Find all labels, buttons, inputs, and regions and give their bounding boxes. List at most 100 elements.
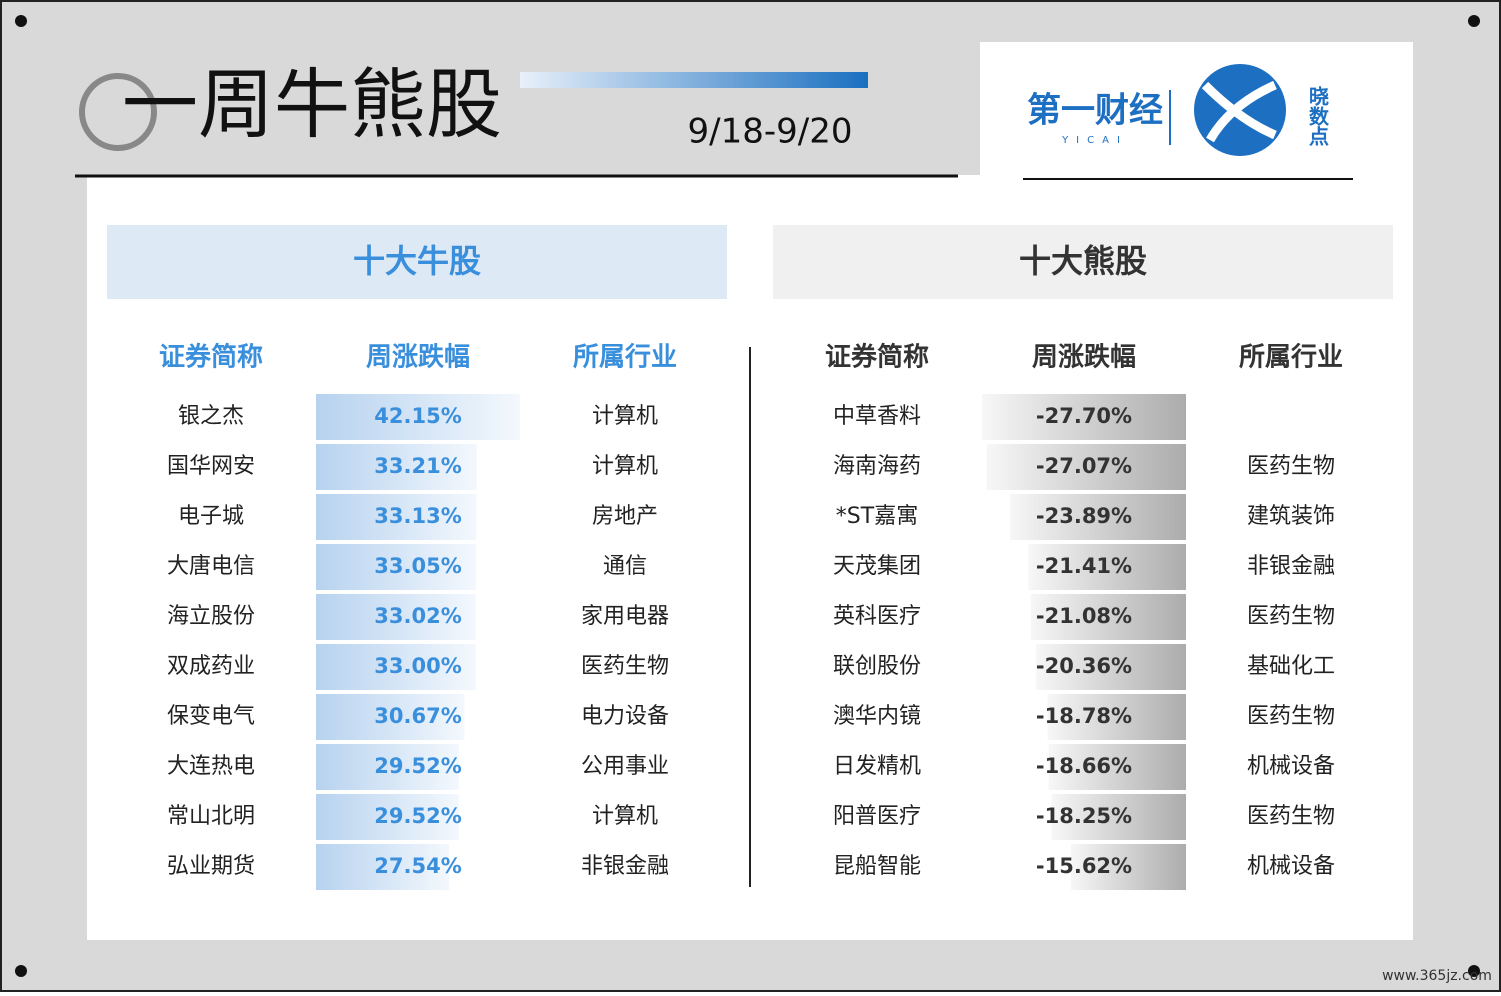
change-label: 33.05% <box>374 554 461 578</box>
column-header: 周涨跌幅 <box>366 343 470 373</box>
column-header: 所属行业 <box>1239 342 1343 373</box>
change-bar <box>1051 794 1186 840</box>
change-bar <box>1070 844 1186 890</box>
change-bar <box>1010 494 1186 540</box>
stock-name: 阳普医疗 <box>833 804 921 829</box>
logo-product: 晓数点 <box>1306 86 1330 147</box>
stock-name: 保变电气 <box>167 704 255 729</box>
industry: 医药生物 <box>1247 704 1335 729</box>
logo-x <box>1201 80 1277 143</box>
change-bar <box>316 844 450 890</box>
date: 9/18-9/20 <box>688 112 853 152</box>
change-bar <box>316 494 477 540</box>
industry: 电力设备 <box>581 704 669 729</box>
logo-brand: 第一财经 <box>1027 91 1163 131</box>
industry: 通信 <box>603 554 647 579</box>
change-bar <box>316 694 465 740</box>
column-header: 周涨跌幅 <box>1032 343 1136 373</box>
change-bar <box>316 644 476 690</box>
title: 一周牛熊股 <box>122 60 502 149</box>
change-label: -20.36% <box>1036 654 1132 678</box>
stock-name: 大连热电 <box>167 754 255 779</box>
change-label: -27.70% <box>1036 404 1132 428</box>
bull-header <box>107 225 727 299</box>
change-bar <box>1030 594 1186 640</box>
industry: 家用电器 <box>581 604 669 629</box>
change-label: 29.52% <box>374 804 461 828</box>
industry: 医药生物 <box>1247 804 1335 829</box>
change-label: 42.15% <box>374 404 461 428</box>
industry: 医药生物 <box>581 654 669 679</box>
change-label: 33.21% <box>374 454 461 478</box>
industry: 房地产 <box>592 504 658 529</box>
change-label: -18.66% <box>1036 754 1132 778</box>
title-accent <box>520 72 868 88</box>
change-label: 33.13% <box>374 504 461 528</box>
change-bar <box>986 444 1186 490</box>
stock-name: 电子城 <box>178 504 244 529</box>
stock-name: 澳华内镜 <box>833 704 921 729</box>
change-label: 29.52% <box>374 754 461 778</box>
change-label: 33.00% <box>374 654 461 678</box>
change-bar <box>1047 694 1186 740</box>
stock-name: 昆船智能 <box>833 854 921 879</box>
column-header: 证券简称 <box>159 342 263 373</box>
stock-name: 银之杰 <box>178 404 244 429</box>
title-icon <box>79 73 157 151</box>
column-header: 证券简称 <box>825 342 929 373</box>
stock-name: 日发精机 <box>833 754 921 779</box>
stock-name: 双成药业 <box>167 654 255 679</box>
change-bar <box>316 794 459 840</box>
industry: 非银金融 <box>1247 554 1335 579</box>
section-title: 十大牛股 <box>353 242 481 280</box>
stock-name: 联创股份 <box>833 654 921 679</box>
change-bar <box>316 594 476 640</box>
change-bar <box>1036 644 1186 690</box>
stock-name: 天茂集团 <box>833 554 921 579</box>
change-label: -18.25% <box>1036 804 1132 828</box>
change-bar <box>316 544 476 590</box>
bear-header <box>773 225 1393 299</box>
industry: 医药生物 <box>1247 604 1335 629</box>
change-bar <box>1048 744 1186 790</box>
change-label: -27.07% <box>1036 454 1132 478</box>
stock-name: 中草香料 <box>833 404 921 429</box>
corner-dots <box>15 15 1480 977</box>
column-header: 所属行业 <box>573 342 677 373</box>
stock-name: 大唐电信 <box>167 554 255 579</box>
change-label: -15.62% <box>1036 854 1132 878</box>
stock-name: 国华网安 <box>167 454 255 479</box>
industry: 计算机 <box>592 804 658 829</box>
stock-name: 弘业期货 <box>167 854 255 879</box>
industry: 非银金融 <box>581 854 669 879</box>
industry: 医药生物 <box>1247 454 1335 479</box>
change-bar <box>316 394 520 440</box>
industry: 计算机 <box>592 404 658 429</box>
industry: 建筑装饰 <box>1247 504 1335 529</box>
stock-name: 海南海药 <box>833 454 921 479</box>
change-label: -23.89% <box>1036 504 1132 528</box>
stock-name: 常山北明 <box>167 804 255 829</box>
industry: 机械设备 <box>1247 754 1335 779</box>
stock-name: *ST嘉寓 <box>836 504 918 529</box>
industry: 机械设备 <box>1247 854 1335 879</box>
change-label: 27.54% <box>374 854 461 878</box>
change-label: -21.41% <box>1036 554 1132 578</box>
change-label: 33.02% <box>374 604 461 628</box>
industry: 公用事业 <box>581 754 669 779</box>
change-label: -18.78% <box>1036 704 1132 728</box>
change-label: 30.67% <box>374 704 461 728</box>
logo-brand-en: YICAI <box>1061 135 1128 146</box>
section-title: 十大熊股 <box>1019 242 1147 280</box>
stock-name: 英科医疗 <box>833 604 921 629</box>
watermark: www.365jz.com <box>1382 968 1492 984</box>
change-label: -21.08% <box>1036 604 1132 628</box>
industry: 计算机 <box>592 454 658 479</box>
industry: 基础化工 <box>1247 654 1335 679</box>
change-bar <box>316 444 477 490</box>
stock-name: 海立股份 <box>167 604 255 629</box>
change-bar <box>982 394 1186 440</box>
change-bar <box>316 744 459 790</box>
change-bar <box>1028 544 1186 590</box>
